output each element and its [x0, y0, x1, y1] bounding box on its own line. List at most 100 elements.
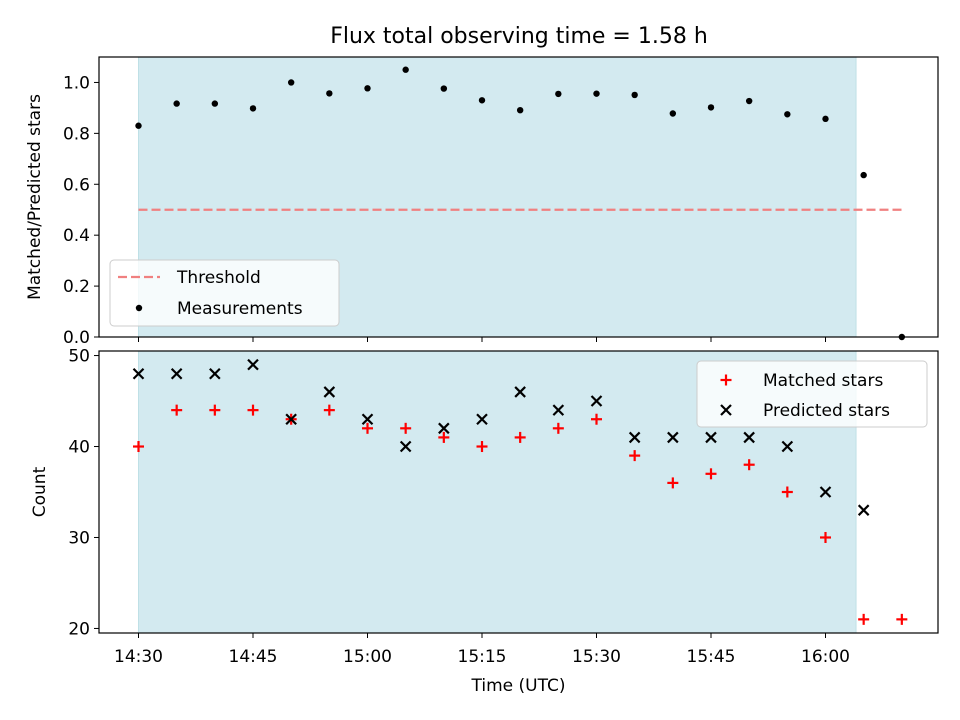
predicted-star-point	[476, 413, 488, 426]
predicted-star-point	[361, 413, 374, 426]
x-tick-label: 15:30	[572, 647, 621, 667]
measurement-point	[555, 90, 562, 98]
y-tick-label: 1.0	[63, 73, 90, 93]
x-tick-label: 15:15	[458, 647, 507, 667]
bottom-panel: 20 30 40 50 14:30 14:45 15:00 15:15 15:30 15:45 16…	[30, 347, 939, 696]
x-stroke	[323, 386, 336, 398]
y-axis-label: Matched/Predicted stars	[25, 94, 45, 300]
y-tick-label: 40	[68, 438, 90, 458]
x-stroke	[628, 431, 641, 444]
predicted-star-point	[438, 422, 450, 435]
measurement-point	[440, 85, 448, 92]
matched-star-point	[705, 468, 717, 480]
predicted-star-point	[285, 413, 297, 426]
legend-predicted-label: Predicted stars	[763, 401, 890, 421]
x-stroke	[552, 404, 565, 416]
x-tick-label: 16:00	[801, 647, 850, 667]
x-stroke	[209, 367, 221, 380]
measurement-point	[478, 97, 486, 104]
measurement-point	[211, 100, 219, 107]
predicted-star-point	[399, 440, 412, 453]
x-stroke	[438, 422, 450, 435]
matched-star-point	[781, 486, 793, 498]
legend: Threshold Measurements	[109, 259, 340, 327]
x-stroke	[667, 431, 679, 444]
measurement-point	[173, 100, 180, 107]
matched-star-point	[400, 422, 412, 434]
x-stroke	[705, 431, 717, 444]
measurement-point	[249, 105, 257, 112]
matched-star-point	[820, 531, 831, 543]
predicted-star-point	[323, 386, 336, 398]
matched-star-point	[362, 422, 373, 434]
y-tick-label: 0.4	[63, 226, 90, 246]
measurement-point	[402, 66, 409, 73]
x-stroke	[285, 413, 297, 426]
top-axes-frame	[98, 56, 939, 338]
predicted-star-point	[170, 367, 183, 380]
measurement-point	[822, 115, 829, 123]
y-tick-label: 0.8	[63, 124, 90, 144]
top-panel: 0.0 0.2 0.4 0.6 0.8 1.0 Matched/Predicted star…	[25, 56, 939, 348]
matched-star-point	[514, 431, 526, 443]
bottom-axes-frame	[98, 350, 939, 634]
predicted-star-point	[705, 431, 717, 444]
y-tick-label: 0.6	[63, 175, 90, 195]
x-tick-label: 14:45	[229, 647, 278, 667]
predicted-star-point	[819, 486, 832, 498]
x-stroke	[132, 367, 145, 380]
x-stroke	[781, 440, 794, 453]
x-stroke	[514, 386, 526, 398]
x-stroke	[743, 431, 755, 444]
predicted-star-point	[667, 431, 679, 444]
x-stroke	[247, 358, 259, 371]
measurement-point	[784, 111, 791, 118]
measurement-point	[364, 85, 371, 92]
matched-star-point	[858, 613, 870, 625]
x-axis-label: Time (UTC)	[471, 676, 566, 696]
predicted-star-point	[628, 431, 641, 444]
predicted-star-point	[209, 367, 221, 380]
legend-measurements-label: Measurements	[177, 299, 303, 319]
chart-title: Flux total observing time = 1.58 h	[330, 24, 708, 49]
legend-measurements-swatch	[135, 304, 143, 312]
measurement-point	[326, 90, 333, 97]
predicted-star-point	[132, 367, 145, 380]
measurement-point	[593, 90, 600, 97]
predicted-star-point	[247, 358, 259, 371]
predicted-star-point	[514, 386, 526, 398]
predicted-star-point	[552, 404, 565, 416]
y-tick-label: 30	[68, 528, 90, 548]
matched-star-point	[667, 477, 679, 489]
matched-star-point	[323, 404, 335, 416]
measurement-point	[745, 97, 753, 105]
x-tick-label: 14:30	[114, 647, 163, 667]
measurement-point	[707, 104, 715, 111]
matched-star-point	[591, 413, 602, 425]
matched-star-point	[133, 441, 144, 453]
matched-star-point	[209, 404, 221, 416]
predicted-star-point	[857, 504, 870, 516]
y-tick-label: 0.0	[63, 328, 90, 348]
matched-star-point	[743, 459, 755, 471]
y-tick-label: 50	[68, 347, 90, 367]
x-stroke	[476, 413, 488, 426]
matched-star-point	[476, 441, 488, 453]
predicted-star-point	[590, 395, 603, 407]
measurement-point	[669, 110, 677, 117]
measurement-point	[287, 79, 295, 86]
measurement-point	[135, 122, 142, 129]
matched-star-point	[171, 404, 183, 416]
predicted-star-point	[781, 440, 794, 453]
x-stroke	[590, 395, 603, 407]
x-stroke	[361, 413, 374, 426]
legend-box	[696, 360, 928, 428]
y-tick-label: 20	[68, 619, 90, 639]
legend-threshold-label: Threshold	[176, 268, 261, 288]
measurement-point	[516, 107, 524, 114]
matched-star-point	[629, 450, 641, 462]
measurement-point	[860, 171, 867, 179]
x-tick-label: 15:45	[687, 647, 736, 667]
legend: Matched stars Predicted stars	[696, 360, 928, 428]
x-stroke	[857, 504, 870, 516]
